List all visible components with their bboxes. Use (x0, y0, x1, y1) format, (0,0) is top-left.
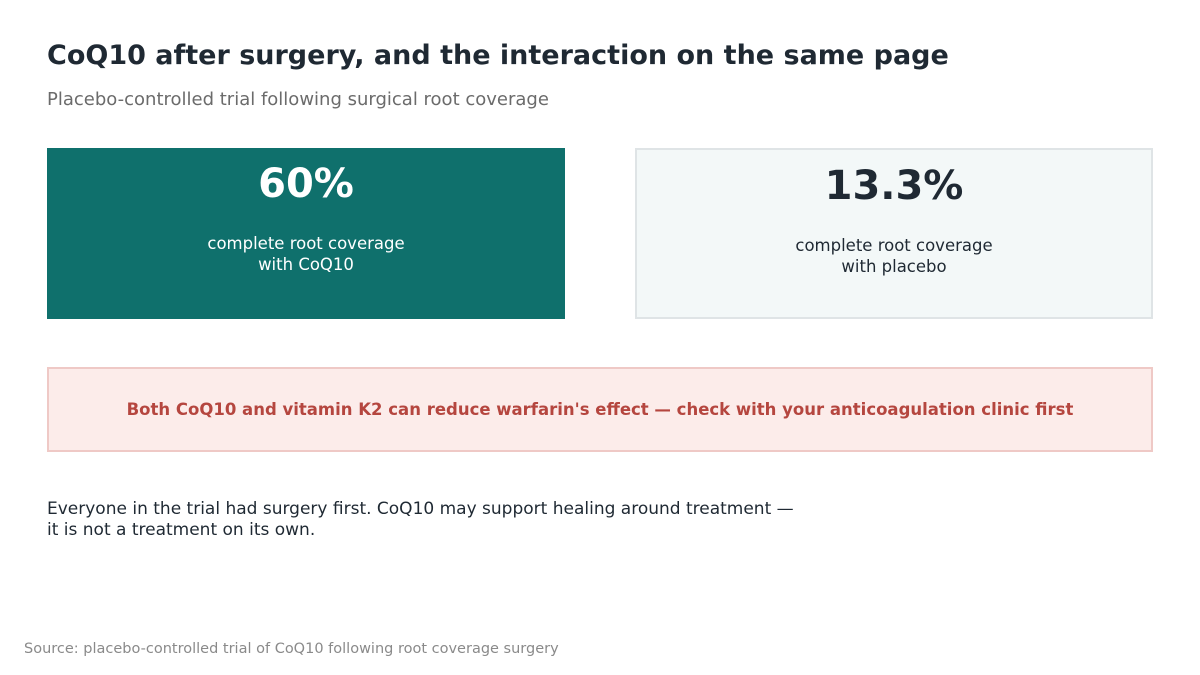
stat-label-placebo: complete root coverage with placebo (795, 236, 993, 276)
source-footnote: Source: placebo-controlled trial of CoQ1… (24, 641, 559, 657)
stat-card-placebo: 13.3% complete root coverage with placeb… (635, 148, 1153, 319)
warning-text: Both CoQ10 and vitamin K2 can reduce war… (126, 400, 1074, 419)
page-subtitle: Placebo-controlled trial following surgi… (47, 89, 549, 110)
page-title: CoQ10 after surgery, and the interaction… (47, 40, 949, 71)
stat-label-coq10: complete root coverage with CoQ10 (207, 234, 405, 274)
context-note: Everyone in the trial had surgery first.… (47, 499, 794, 540)
stat-card-coq10: 60% complete root coverage with CoQ10 (47, 148, 565, 319)
stat-value-coq10: 60% (258, 161, 354, 207)
warfarin-warning-banner: Both CoQ10 and vitamin K2 can reduce war… (47, 367, 1153, 452)
stat-value-placebo: 13.3% (824, 163, 964, 209)
